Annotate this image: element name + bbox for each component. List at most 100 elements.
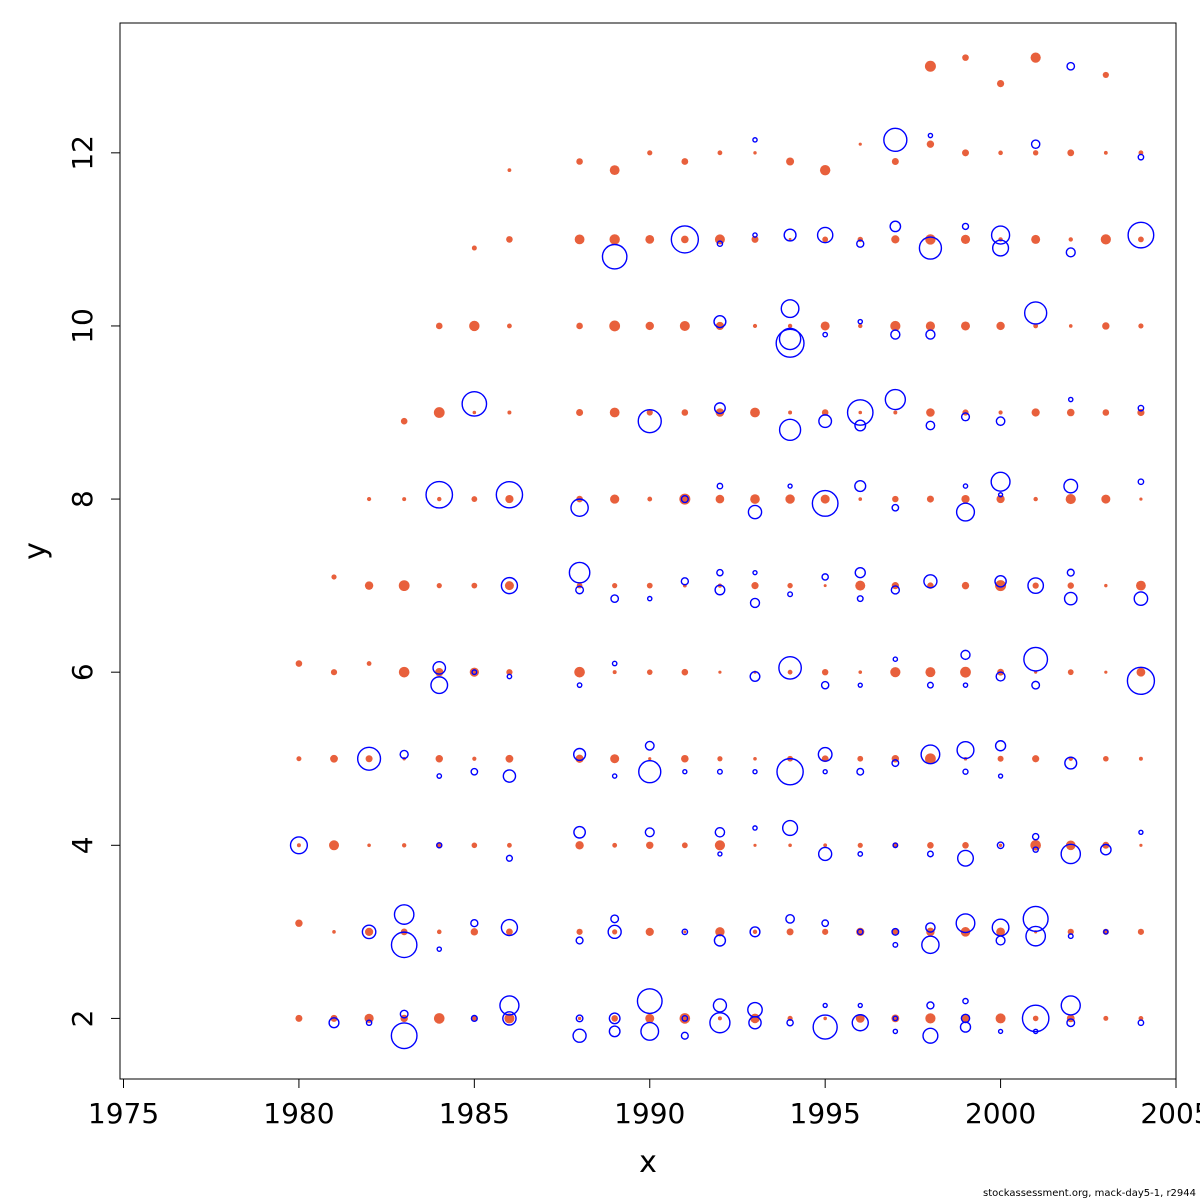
blue-point-188 (1066, 568, 1075, 577)
blue-point-149 (957, 849, 975, 867)
blue-point-128 (891, 503, 900, 512)
red-point-191 (996, 927, 1005, 937)
blue-point-182 (1066, 1018, 1076, 1028)
blue-point-145 (959, 1021, 972, 1033)
blue-point-64 (714, 827, 726, 838)
red-point-192 (998, 843, 1003, 847)
blue-point-146 (960, 1013, 971, 1024)
red-point-65 (574, 234, 585, 245)
red-point-130 (787, 323, 793, 329)
red-point-143 (819, 164, 831, 176)
red-point-177 (924, 60, 936, 72)
red-point-222 (1068, 324, 1073, 328)
blue-point-142 (925, 329, 936, 340)
blue-point-81 (752, 232, 758, 238)
blue-point-103 (811, 489, 839, 517)
red-point-144 (855, 1014, 865, 1023)
red-point-202 (1032, 1015, 1039, 1022)
red-point-216 (1065, 840, 1076, 851)
x-tick-label-1995: 1995 (790, 1097, 861, 1130)
blue-point-1 (328, 1017, 340, 1029)
blue-point-17 (470, 918, 479, 928)
red-point-64 (576, 322, 583, 330)
red-point-113 (753, 843, 757, 847)
blue-point-162 (997, 773, 1004, 779)
red-point-73 (610, 494, 620, 504)
red-point-230 (1104, 583, 1108, 588)
red-point-27 (436, 929, 442, 935)
red-point-146 (857, 842, 863, 848)
red-point-221 (1066, 408, 1075, 417)
red-point-170 (925, 667, 936, 678)
blue-point-7 (390, 931, 418, 959)
red-point-104 (718, 670, 722, 674)
blue-point-23 (500, 918, 519, 937)
red-points-layer (295, 52, 1146, 1024)
blue-point-134 (926, 1001, 935, 1010)
blue-point-39 (608, 1012, 621, 1025)
red-point-46 (506, 928, 513, 936)
red-point-48 (505, 754, 514, 763)
red-point-35 (471, 1016, 477, 1021)
red-point-196 (996, 494, 1005, 504)
blue-point-34 (576, 682, 583, 689)
blue-point-91 (775, 328, 805, 358)
red-point-123 (786, 928, 794, 936)
red-point-201 (996, 79, 1005, 88)
blue-point-5 (390, 1022, 418, 1050)
blue-point-164 (995, 671, 1006, 682)
blue-point-55 (681, 928, 689, 936)
x-axis: 1975 1980 1985 1990 1995 2000 2005 (88, 1078, 1200, 1130)
red-point-53 (507, 323, 512, 329)
blue-point-35 (575, 585, 585, 595)
blue-point-151 (956, 740, 975, 760)
blue-point-11 (436, 842, 443, 849)
blue-circles-layer (289, 61, 1156, 1050)
red-point-102 (714, 840, 726, 851)
red-point-156 (892, 928, 899, 936)
blue-point-101 (820, 680, 830, 690)
red-point-78 (645, 1013, 655, 1023)
blue-point-195 (1137, 1019, 1145, 1027)
red-point-234 (1100, 234, 1111, 245)
red-point-98 (681, 235, 689, 244)
blue-point-38 (608, 1025, 621, 1038)
red-point-245 (1138, 323, 1144, 329)
plot-frame (119, 22, 1177, 1080)
red-point-233 (1102, 322, 1110, 330)
red-point-31 (436, 583, 442, 589)
red-point-175 (925, 234, 936, 245)
red-point-162 (893, 410, 898, 415)
blue-point-76 (752, 769, 758, 775)
blue-point-144 (927, 132, 934, 139)
red-point-75 (609, 320, 621, 332)
blue-point-95 (812, 1014, 838, 1040)
blue-point-173 (1025, 925, 1047, 947)
x-tick-label-1990: 1990 (614, 1097, 685, 1130)
blue-point-52 (637, 408, 662, 434)
red-point-22 (398, 666, 410, 678)
blue-point-111 (856, 767, 865, 776)
red-point-120 (751, 235, 759, 243)
blue-point-130 (890, 329, 901, 340)
blue-point-201 (1127, 221, 1155, 249)
red-point-110 (717, 150, 723, 156)
blue-point-16 (470, 1014, 478, 1023)
blue-point-120 (892, 1028, 899, 1035)
blue-point-58 (680, 494, 689, 504)
red-point-16 (364, 581, 374, 590)
red-point-212 (1032, 150, 1039, 156)
red-point-117 (750, 494, 760, 504)
red-point-25 (400, 417, 408, 425)
blue-point-47 (636, 988, 663, 1015)
blue-point-118 (857, 318, 864, 325)
blue-point-135 (921, 935, 940, 955)
red-point-103 (717, 756, 723, 762)
red-point-137 (821, 668, 829, 676)
blue-point-75 (752, 825, 758, 831)
red-point-9 (330, 669, 338, 676)
red-point-236 (1102, 71, 1109, 79)
blue-point-105 (822, 331, 829, 338)
red-point-147 (857, 755, 864, 762)
red-point-131 (788, 237, 792, 241)
